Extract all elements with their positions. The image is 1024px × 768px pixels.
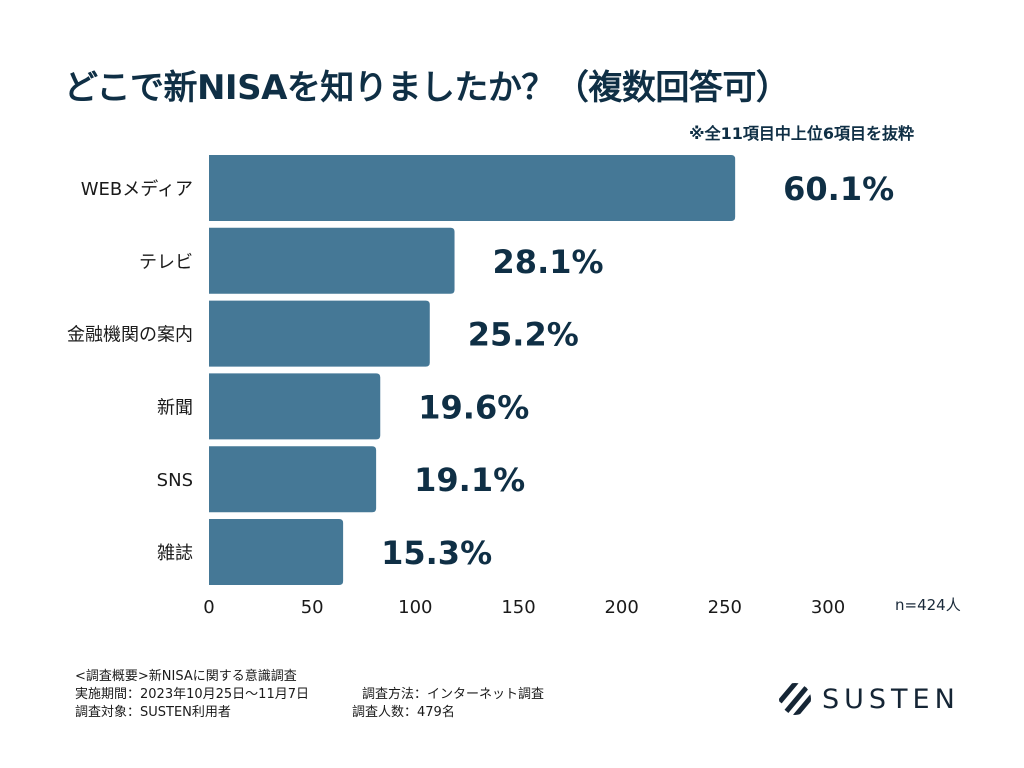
category-label: SNS [157,470,193,491]
value-label: 15.3% [381,534,492,572]
sample-size: n=424人 [895,596,961,614]
x-tick-label: 300 [811,597,845,618]
x-tick-label: 200 [604,597,638,618]
value-label: 25.2% [468,316,579,354]
category-label: テレビ [139,252,193,273]
value-label: 19.1% [414,461,525,499]
value-label: 60.1% [783,170,894,208]
survey-footer: <調査概要>新NISAに関する意識調査 実施期間：2023年10月25日〜11月… [75,668,544,722]
survey-method: 調査方法：インターネット調査 [362,687,545,702]
category-label: 雑誌 [157,543,193,564]
page-title: どこで新NISAを知りましたか？（複数回答可） [64,68,790,108]
x-tick-label: 100 [398,597,432,618]
bar [209,300,430,367]
survey-target: 調査対象：SUSTEN利用者 [75,705,231,720]
value-label: 19.6% [418,388,529,426]
bar [209,446,377,513]
x-tick-label: 0 [203,597,214,618]
survey-period: 実施期間：2023年10月25日〜11月7日 [75,687,309,702]
logo-text: SUSTEN [822,683,960,715]
category-label: 新聞 [157,397,193,418]
survey-count: 調査人数：479名 [352,705,455,720]
x-tick-label: 250 [708,597,742,618]
bar [209,519,344,585]
susten-logo: SUSTEN [778,682,960,716]
category-label: 金融機関の案内 [67,325,193,346]
category-label: WEBメディア [81,179,193,200]
bar [209,227,455,294]
bar [209,373,381,440]
x-tick-label: 150 [501,597,535,618]
survey-title: <調査概要>新NISAに関する意識調査 [75,669,297,684]
note: ※全11項目中上位6項目を抜粋 [689,124,914,143]
bar [209,155,736,221]
susten-logo-icon [779,683,811,715]
x-tick-label: 50 [301,597,324,618]
value-label: 28.1% [493,243,604,281]
